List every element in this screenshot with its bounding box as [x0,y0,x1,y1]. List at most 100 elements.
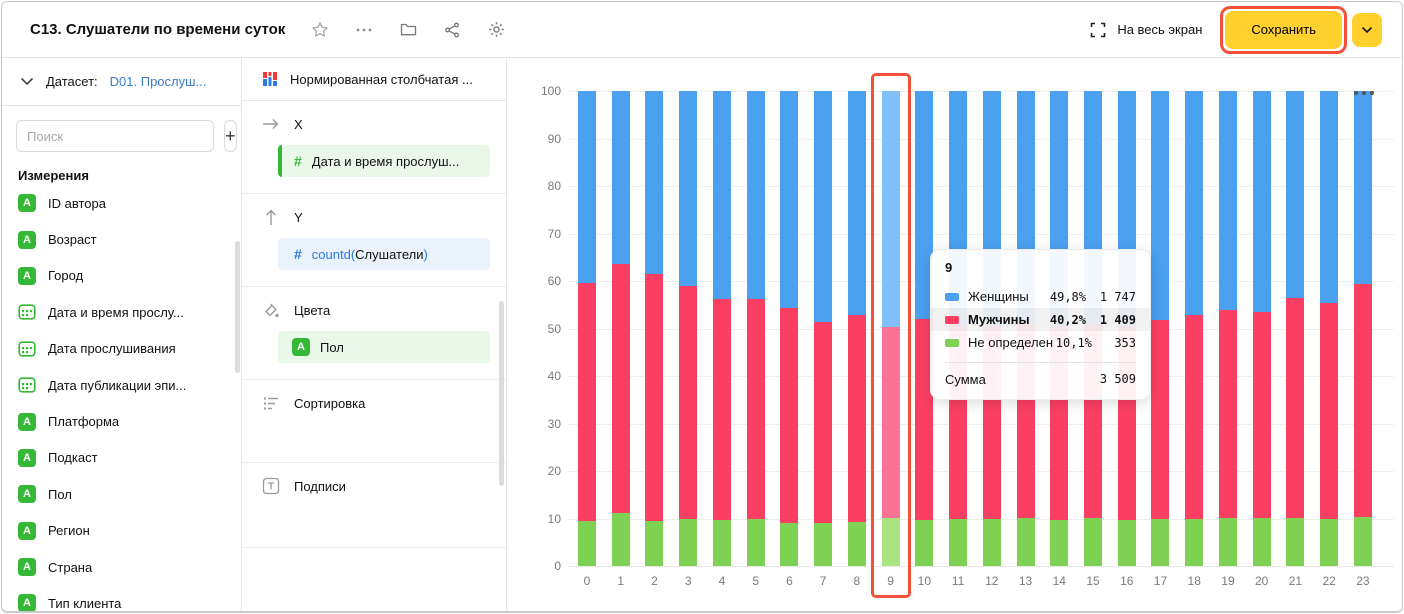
tooltip-row: Мужчины 40,2% 1 409 [931,308,1150,331]
bar-4[interactable] [712,91,731,566]
save-dropdown-button[interactable] [1352,12,1382,47]
string-field-icon: A [18,412,36,431]
tooltip-row: Женщины 49,8% 1 747 [945,285,1136,308]
tooltip-percent: 40,2% [1049,312,1086,327]
x-axis-tick: 13 [1018,574,1033,588]
x-axis-tick: 9 [887,574,894,588]
list-item-label: Пол [48,486,72,502]
bar-23[interactable] [1353,91,1372,566]
mid-panel-scrollbar[interactable] [499,301,504,486]
chevron-down-icon[interactable] [20,77,34,86]
chart-type-label: Нормированная столбчатая ... [290,71,473,87]
arrow-up-icon [262,208,280,226]
gridline [568,186,1394,187]
list-item[interactable]: Дата публикации эпи... [2,367,241,403]
dataset-panel: Датасет: D01. Прослуш... + Измерения A ID… [2,58,242,611]
bar-22[interactable] [1320,91,1339,566]
x-axis-tick: 12 [985,574,999,588]
bar-0[interactable] [578,91,596,566]
dataset-link[interactable]: D01. Прослуш... [109,74,207,89]
bar-17[interactable] [1151,91,1170,566]
bar-8[interactable] [847,91,866,566]
search-input[interactable] [16,120,214,152]
hash-icon: # [294,153,302,169]
fullscreen-button[interactable]: На весь экран [1089,21,1202,39]
list-item[interactable]: A Пол [2,476,241,512]
calendar-icon [18,377,36,393]
chart-type-row[interactable]: Нормированная столбчатая ... [242,58,506,101]
fullscreen-label: На весь экран [1117,22,1203,37]
header-right: На весь экран Сохранить [1089,5,1382,54]
string-field-icon: A [18,594,36,611]
string-field-icon: A [18,521,36,540]
bar-3[interactable] [679,91,698,566]
y-axis-tick: 50 [547,321,561,336]
main-area: Датасет: D01. Прослуш... + Измерения A ID… [2,58,1402,611]
sort-section: Сортировка [242,380,506,463]
bar-19[interactable] [1218,91,1237,566]
x-axis-tick: 8 [853,574,861,588]
bar-6[interactable] [780,91,799,566]
list-item[interactable]: A Платформа [2,403,241,439]
tooltip-total-value: 3 509 [1099,372,1136,386]
legend-swatch [945,338,959,347]
bar-20[interactable] [1252,91,1271,566]
legend-swatch [945,315,959,324]
legend-swatch [945,292,959,301]
string-field-icon: A [18,485,36,504]
y-axis-tick: 0 [554,559,561,573]
x-axis-tick: 0 [583,574,591,588]
bar-7[interactable] [814,91,833,566]
add-field-button[interactable]: + [224,120,237,152]
y-axis-tick: 70 [547,226,561,241]
x-axis-tick: 10 [917,574,932,588]
tooltip-series-name: Женщины [968,289,1029,304]
bar-5[interactable] [746,91,765,566]
bar-21[interactable] [1286,91,1305,566]
left-panel-scrollbar[interactable] [235,241,240,373]
list-item-label: ID автора [48,195,106,211]
list-item-label: Дата и время прослу... [48,304,184,320]
x-axis-tick: 14 [1052,574,1066,588]
y-field-pill[interactable]: # countd(Слушатели) [278,238,490,270]
list-item[interactable]: A Страна [2,549,241,585]
colors-field-pill[interactable]: A Пол [278,331,490,363]
bar-18[interactable] [1185,91,1204,566]
y-axis-tick: 30 [547,416,561,431]
share-icon[interactable] [443,21,461,39]
tooltip-rows: Женщины 49,8% 1 747 Мужчины 40,2% 1 409 Не опр… [931,285,1150,354]
bar-2[interactable] [645,91,664,566]
x-axis-tick: 5 [752,574,760,588]
more-ellipsis-icon[interactable] [355,21,373,39]
favorite-star-icon[interactable] [311,21,329,39]
tooltip-series-name: Не определен [968,335,1054,350]
x-axis-labels: 0 1 2 3 4 5 6 7 8 9 10 11 12 13 14 15 16 17 18 19 20 21 22 23 [578,574,1372,588]
y-axis-tick: 40 [547,369,561,383]
list-item[interactable]: A Регион [2,513,241,549]
list-item[interactable]: A Подкаст [2,440,241,476]
save-button[interactable]: Сохранить [1225,10,1342,49]
x-axis-tick: 17 [1153,574,1168,588]
bar-1[interactable] [611,91,630,566]
list-item[interactable]: Дата прослушивания [2,331,241,367]
bar-10[interactable] [915,91,934,566]
x-axis-tick: 11 [951,574,965,588]
folder-icon[interactable] [399,21,417,39]
x-axis-tick: 4 [718,574,726,588]
page-title: C13. Слушатели по времени суток [30,21,286,38]
dataset-row: Датасет: D01. Прослуш... [2,58,241,106]
list-item[interactable]: A Город [2,258,241,294]
x-axis-tick: 22 [1322,574,1336,588]
list-item[interactable]: A Возраст [2,221,241,257]
list-item[interactable]: A Тип клиента [2,585,241,611]
list-item[interactable]: A ID автора [2,185,241,221]
x-axis-tick: 3 [684,574,692,588]
y-axis-tick: 60 [547,274,561,288]
bar-9[interactable] [881,91,900,566]
list-item[interactable]: Дата и время прослу... [2,294,241,330]
sort-icon [262,394,280,412]
chart-more-menu-icon[interactable] [1354,91,1374,95]
x-field-pill[interactable]: # Дата и время прослуш... [278,145,490,177]
gear-icon[interactable] [487,21,505,39]
